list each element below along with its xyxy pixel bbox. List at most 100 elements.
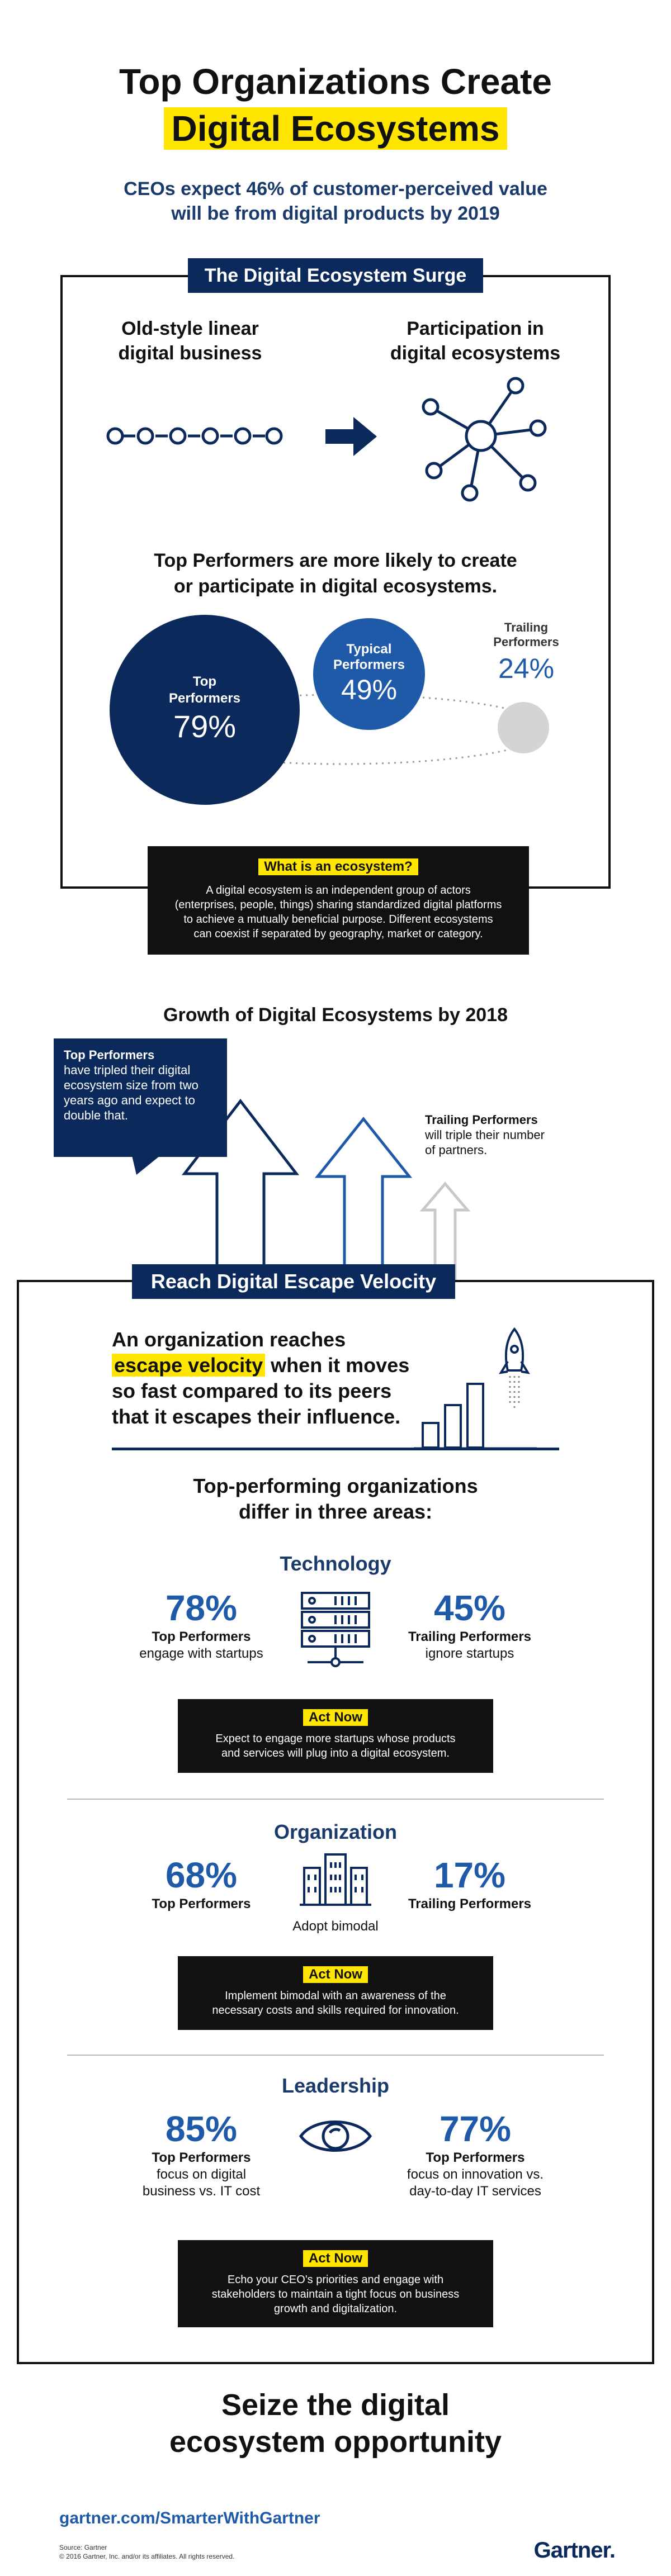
technology-right-bold: Trailing Performers: [408, 1629, 532, 1644]
top-callout-line-3: years ago and expect to: [64, 1093, 195, 1107]
ecosystem-definition-line-3: to achieve a mutually beneficial purpose…: [183, 913, 493, 926]
top-bubble-label-1: Top: [192, 674, 217, 689]
closing-line-1: Seize the digital: [221, 2388, 450, 2422]
leadership-act-line-3: growth and digitalization.: [273, 2303, 398, 2315]
leadership-right-line-1: focus on innovation vs.: [407, 2167, 544, 2182]
organization-act-now-label: Act Now: [303, 1966, 368, 1983]
leadership-left-value: 85%: [165, 2109, 238, 2149]
trailing-performers-arrow: [419, 1182, 471, 1280]
trailing-note-line-2: of partners.: [425, 1143, 488, 1157]
gartner-logo: Gartner.: [533, 2538, 616, 2563]
section-divider-2: [67, 2055, 604, 2056]
building-icon: [300, 1853, 371, 1906]
leadership-right-bold: Top Performers: [426, 2150, 525, 2165]
top-bubble-label-2: Performers: [168, 691, 241, 706]
typical-bubble-label-1: Typical: [346, 642, 392, 657]
server-icon: [301, 1592, 370, 1667]
linear-heading-line-1: Old-style linear: [121, 318, 259, 339]
ecosystem-definition-label: What is an ecosystem?: [258, 858, 418, 875]
performers-intro-line-1: Top Performers are more likely to create: [154, 550, 517, 571]
ecosystem-definition-line-4: can coexist if separated by geography, m…: [193, 928, 483, 940]
surge-tag: The Digital Ecosystem Surge: [188, 258, 483, 293]
trailing-bubble-value: 24%: [498, 653, 555, 684]
leadership-heading: Leadership: [281, 2074, 390, 2097]
typical-bubble-value: 49%: [341, 674, 398, 705]
organization-center-text: Adopt bimodal: [292, 1919, 379, 1934]
top-callout-line-1: have tripled their digital: [64, 1063, 191, 1077]
page-subtitle: CEOs expect 46% of customer-perceived va…: [0, 177, 671, 226]
top-performers-bubble: Top Performers 79%: [110, 615, 300, 805]
leadership-act-line-1: Echo your CEO's priorities and engage wi…: [227, 2274, 444, 2286]
leadership-left-line-1: focus on digital: [156, 2167, 247, 2182]
performers-intro-line-2: or participate in digital ecosystems.: [173, 576, 498, 597]
ecosystem-definition-line-2: (enterprises, people, things) sharing st…: [174, 899, 502, 911]
organization-act-now-box: Act Now Implement bimodal with an awaren…: [178, 1956, 493, 2030]
technology-act-now-label: Act Now: [303, 1709, 368, 1726]
rocket-bars-icon: [414, 1327, 537, 1450]
closing-line-2: ecosystem opportunity: [169, 2425, 502, 2459]
trailing-bubble-label-2: Performers: [493, 635, 559, 649]
section-divider-1: [67, 1799, 604, 1800]
typical-performers-bubble: Typical Performers 49%: [313, 618, 425, 730]
title-line-2: Digital Ecosystems: [163, 107, 508, 150]
ecosystem-definition-box: What is an ecosystem? A digital ecosyste…: [148, 846, 529, 955]
technology-act-line-2: and services will plug into a digital ec…: [221, 1747, 450, 1759]
technology-left-bold: Top Performers: [152, 1629, 251, 1644]
typical-bubble-label-2: Performers: [333, 657, 405, 672]
technology-left-value: 78%: [165, 1588, 238, 1628]
organization-left-stat: 68% Top Performers: [117, 1854, 285, 1913]
ecosystem-heading: Participation in digital ecosystems: [369, 316, 582, 366]
velocity-tag: Reach Digital Escape Velocity: [132, 1264, 455, 1299]
title-line-1: Top Organizations Create: [119, 61, 552, 102]
technology-right-stat: 45% Trailing Performers ignore startups: [386, 1587, 554, 1662]
footer-url-link[interactable]: gartner.com/SmarterWithGartner: [59, 2509, 320, 2527]
top-performers-callout: Top Performers have tripled their digita…: [54, 1038, 227, 1157]
velocity-line-2-rest: when it moves: [265, 1354, 410, 1377]
differ-heading-line-1: Top-performing organizations: [193, 1474, 478, 1497]
velocity-base-line: [112, 1448, 559, 1450]
subtitle-line-2: will be from digital products by 2019: [171, 203, 500, 224]
velocity-statement: An organization reaches escape velocity …: [112, 1327, 447, 1430]
footer-copyright: © 2016 Gartner, Inc. and/or its affiliat…: [59, 2553, 235, 2560]
growth-title: Growth of Digital Ecosystems by 2018: [163, 1004, 508, 1026]
leadership-act-now-label: Act Now: [303, 2250, 368, 2267]
callout-pointer: [132, 1156, 160, 1175]
differ-heading: Top-performing organizations differ in t…: [0, 1473, 671, 1525]
right-arrow-icon: [325, 417, 377, 456]
organization-act-line-1: Implement bimodal with an awareness of t…: [225, 1990, 446, 2002]
velocity-highlight: escape velocity: [112, 1354, 266, 1377]
trailing-note-line-1: will triple their number: [425, 1128, 545, 1142]
organization-right-stat: 17% Trailing Performers: [386, 1854, 554, 1913]
leadership-act-line-2: stakeholders to maintain a tight focus o…: [211, 2288, 460, 2300]
performers-intro: Top Performers are more likely to create…: [0, 548, 671, 599]
top-callout-line-4: double that.: [64, 1108, 128, 1122]
technology-right-text: ignore startups: [425, 1646, 514, 1661]
technology-heading: Technology: [280, 1552, 391, 1575]
technology-act-now-box: Act Now Expect to engage more startups w…: [178, 1699, 493, 1773]
leadership-act-now-box: Act Now Echo your CEO's priorities and e…: [178, 2240, 493, 2327]
leadership-left-stat: 85% Top Performers focus on digital busi…: [117, 2108, 285, 2200]
leadership-left-line-2: business vs. IT cost: [142, 2184, 261, 2199]
leadership-right-line-2: day-to-day IT services: [409, 2184, 541, 2199]
trailing-bubble-label: Trailing Performers: [473, 620, 579, 649]
organization-left-value: 68%: [165, 1855, 238, 1895]
linear-chain-icon: [106, 427, 283, 445]
leadership-right-stat: 77% Top Performers focus on innovation v…: [386, 2108, 565, 2200]
trailing-performers-note: Trailing Performers will triple their nu…: [425, 1112, 593, 1157]
ecosystem-heading-line-1: Participation in: [407, 318, 544, 339]
trailing-bubble-label-1: Trailing: [504, 620, 549, 634]
typical-performers-arrow: [314, 1116, 413, 1280]
organization-right-value: 17%: [433, 1855, 506, 1895]
velocity-line-1: An organization reaches: [112, 1328, 346, 1351]
leadership-right-value: 77%: [439, 2109, 512, 2149]
page-title: Top Organizations Create Digital Ecosyst…: [0, 60, 671, 150]
subtitle-line-1: CEOs expect 46% of customer-perceived va…: [124, 178, 547, 200]
differ-heading-line-2: differ in three areas:: [238, 1500, 433, 1523]
closing-statement: Seize the digital ecosystem opportunity: [0, 2387, 671, 2460]
leadership-left-bold: Top Performers: [152, 2150, 251, 2165]
linear-heading: Old-style linear digital business: [84, 316, 296, 366]
linear-heading-line-2: digital business: [118, 343, 262, 364]
trailing-note-bold: Trailing Performers: [425, 1113, 538, 1127]
trailing-performers-bubble: [498, 702, 549, 753]
velocity-line-3: so fast compared to its peers: [112, 1379, 392, 1402]
